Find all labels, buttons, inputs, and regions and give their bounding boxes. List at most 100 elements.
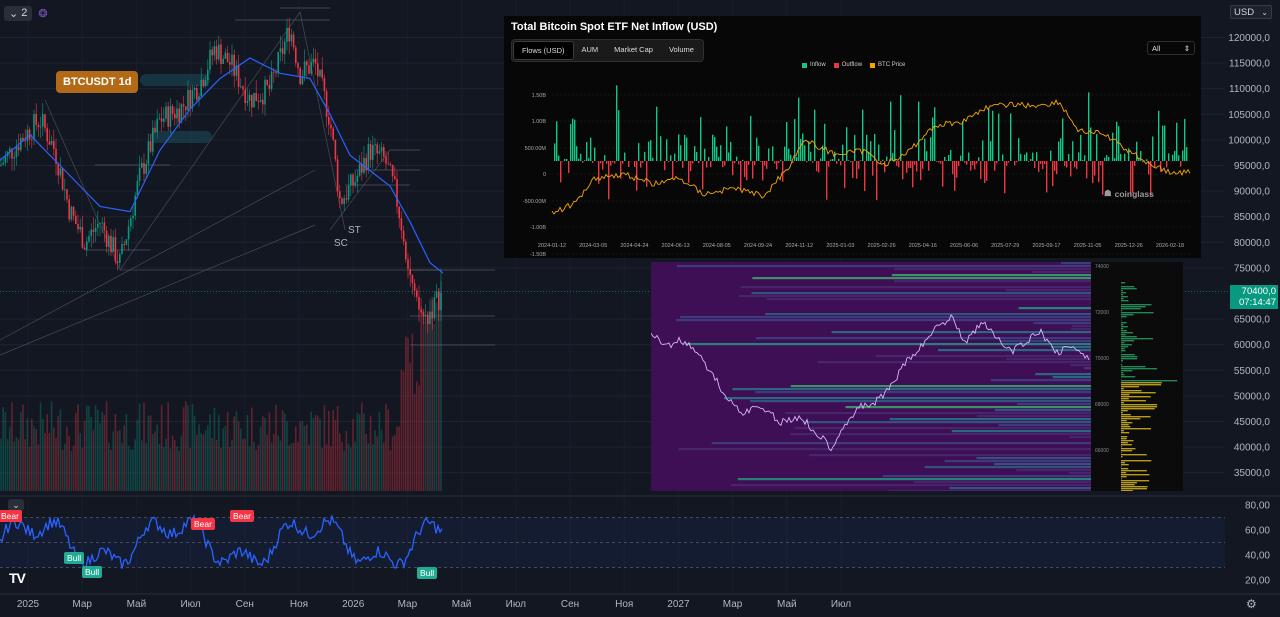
legend-outflow[interactable]: Outflow	[833, 62, 862, 68]
range-select[interactable]: All ⇕	[1147, 41, 1195, 55]
heatmap-profile-bar	[1121, 426, 1131, 428]
heatmap-profile-bar	[1121, 450, 1133, 452]
volume-bar	[374, 430, 376, 491]
volume-bar	[108, 442, 110, 491]
volume-bar	[75, 413, 77, 491]
etf-inflow-bar	[648, 141, 650, 161]
etf-inflow-bar	[768, 148, 770, 161]
candle-body	[50, 140, 53, 145]
tradingview-logo-icon[interactable]: TV	[9, 570, 26, 586]
heatmap-band	[998, 424, 1183, 427]
volume-bar	[253, 441, 255, 491]
etf-inflow-bar	[594, 147, 596, 161]
volume-bar	[154, 431, 156, 491]
candle-body	[255, 92, 257, 102]
indicator-icon[interactable]: ❂	[38, 7, 48, 20]
settings-gear-icon[interactable]: ⚙	[1246, 597, 1257, 611]
etf-inflow-bar	[716, 146, 718, 161]
candle-body	[57, 163, 59, 176]
price-axis-label: 120000,0	[1228, 33, 1270, 44]
price-axis-label: 95000,0	[1234, 161, 1271, 172]
candle-body	[347, 185, 350, 200]
heatmap-profile-bar	[1121, 316, 1127, 318]
etf-inflow-bar	[750, 115, 752, 161]
heatmap-tick: 68000	[1095, 402, 1109, 408]
chevron-down-icon: ⌄	[12, 499, 20, 510]
tab-market-cap[interactable]: Market Cap	[614, 45, 653, 54]
tab-flows[interactable]: Flows (USD)	[513, 41, 574, 60]
currency-select[interactable]: USD ⌄	[1230, 5, 1272, 19]
heatmap-profile-bar	[1121, 310, 1123, 312]
heatmap-band	[809, 454, 1183, 457]
heatmap-profile-bar	[1121, 286, 1135, 288]
volume-bar	[213, 407, 216, 491]
volume-bar	[317, 415, 319, 491]
legend-btc-price[interactable]: BTC Price	[870, 62, 905, 68]
heatmap-profile-bar	[1121, 386, 1139, 388]
volume-bar	[422, 308, 425, 491]
etf-inflow-bar	[838, 158, 840, 161]
price-axis-label: 75000,0	[1234, 263, 1271, 274]
volume-bar	[46, 414, 48, 491]
symbol-badge[interactable]: BTCUSDT 1d	[56, 71, 139, 93]
rsi-collapse-toggle[interactable]: ⌄	[8, 499, 24, 511]
etf-outflow-bar	[1092, 161, 1094, 184]
candle-body	[231, 54, 233, 65]
candle-body	[343, 198, 345, 204]
candle-body	[77, 224, 79, 230]
heatmap-profile-bar	[1121, 480, 1150, 482]
etf-outflow-bar	[828, 161, 830, 167]
volume-bar	[398, 426, 400, 491]
etf-inflow-bar	[574, 119, 576, 161]
chevron-down-icon: ⌄	[9, 7, 19, 20]
candle-body	[266, 79, 268, 85]
candle-body	[24, 140, 26, 142]
volume-bar	[268, 412, 271, 491]
candle-body	[259, 99, 262, 102]
etf-inflow-bar	[670, 155, 672, 161]
volume-bar	[372, 444, 374, 491]
volume-bar	[367, 443, 370, 491]
legend-inflow[interactable]: Inflow	[802, 62, 826, 68]
etf-inflow-bar	[842, 144, 844, 161]
etf-outflow-bar	[782, 161, 784, 182]
volume-bar	[288, 445, 290, 491]
candle-body	[123, 243, 125, 245]
heatmap-profile-bar	[1121, 412, 1123, 414]
volume-bar	[257, 445, 260, 491]
volume-bar	[22, 404, 24, 491]
tab-volume[interactable]: Volume	[668, 45, 694, 54]
etf-inflow-bar	[564, 158, 566, 161]
etf-inflow-bar	[1088, 92, 1090, 161]
heatmap-profile-bar	[1121, 300, 1129, 302]
etf-inflow-bar	[862, 109, 864, 161]
etf-inflow-bar	[1106, 155, 1108, 161]
heatmap-band	[740, 286, 1183, 289]
etf-outflow-bar	[646, 161, 648, 187]
etf-flow-panel: Total Bitcoin Spot ETF Net Inflow (USD) …	[504, 16, 1201, 258]
volume-bar	[281, 410, 284, 491]
tab-aum[interactable]: AUM	[581, 45, 599, 54]
volume-bar	[312, 418, 315, 491]
etf-inflow-bar	[718, 156, 720, 161]
etf-outflow-bar	[774, 161, 776, 164]
etf-outflow-bar	[1004, 161, 1006, 194]
layout-toggle[interactable]: ⌄ 2	[4, 5, 33, 21]
etf-outflow-bar	[966, 161, 968, 165]
candle-body	[332, 128, 334, 140]
heatmap-profile-bar	[1121, 444, 1132, 446]
time-axis-label: Сен	[236, 599, 254, 610]
etf-tabs: Flows (USD) AUM Market Cap Volume	[511, 39, 704, 62]
heatmap-band	[937, 349, 1183, 352]
heatmap-profile-bar	[1121, 398, 1129, 400]
etf-outflow-bar	[1038, 161, 1040, 172]
etf-outflow-bar	[816, 161, 818, 172]
heatmap-profile-bar	[1121, 472, 1127, 474]
etf-outflow-bar	[952, 161, 954, 175]
etf-outflow-bar	[1066, 161, 1068, 168]
candle-body	[22, 137, 24, 141]
rsi-signal-bear: Bear	[0, 510, 22, 522]
candle-body	[297, 62, 299, 69]
volume-bar	[396, 426, 398, 491]
etf-outflow-bar	[1028, 161, 1030, 162]
